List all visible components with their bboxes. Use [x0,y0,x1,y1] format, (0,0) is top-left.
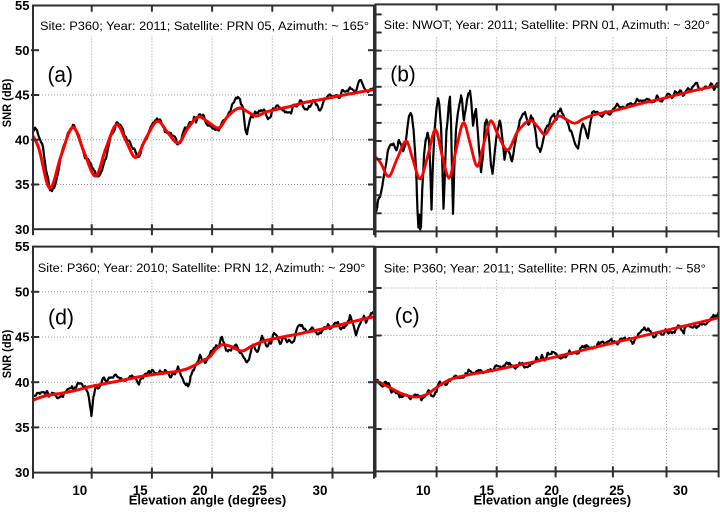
svg-text:40: 40 [15,132,29,147]
svg-text:55: 55 [15,0,29,13]
svg-text:15: 15 [133,483,148,498]
svg-text:(d): (d) [48,305,74,330]
svg-text:(b): (b) [390,61,416,86]
svg-text:45: 45 [15,330,29,345]
svg-text:Site: P360; Year: 2011; Satell: Site: P360; Year: 2011; Satellite: PRN 0… [384,262,706,276]
svg-text:SNR (dB): SNR (dB) [2,330,14,379]
svg-text:40: 40 [15,375,29,390]
svg-text:Site: P360; Year: 2010; Satell: Site: P360; Year: 2010; Satellite: PRN 1… [38,261,366,275]
svg-text:25: 25 [252,483,267,498]
svg-text:25: 25 [609,483,624,498]
svg-text:50: 50 [15,284,29,299]
svg-text:SNR (dB): SNR (dB) [2,79,14,128]
svg-text:20: 20 [544,483,559,498]
svg-text:15: 15 [479,483,494,498]
svg-text:10: 10 [72,483,87,498]
svg-text:35: 35 [15,177,29,192]
svg-text:35: 35 [15,420,29,435]
svg-text:30: 30 [673,483,688,498]
svg-text:50: 50 [15,43,29,58]
svg-text:30: 30 [313,483,328,498]
svg-text:30: 30 [15,465,29,480]
svg-text:Elevation angle (degrees): Elevation angle (degrees) [474,493,632,508]
svg-text:45: 45 [15,88,29,103]
svg-text:Site: P360; Year: 2011; Satell: Site: P360; Year: 2011; Satellite: PRN 0… [40,19,369,33]
svg-text:(a): (a) [47,62,73,87]
svg-text:(c): (c) [395,303,420,328]
svg-text:30: 30 [15,222,29,237]
svg-text:Elevation angle (degrees): Elevation angle (degrees) [129,493,287,508]
svg-text:55: 55 [15,239,29,254]
svg-text:Site: NWOT; Year: 2011; Satell: Site: NWOT; Year: 2011; Satellite: PRN 0… [384,18,710,32]
svg-text:20: 20 [193,483,208,498]
svg-text:10: 10 [416,483,431,498]
